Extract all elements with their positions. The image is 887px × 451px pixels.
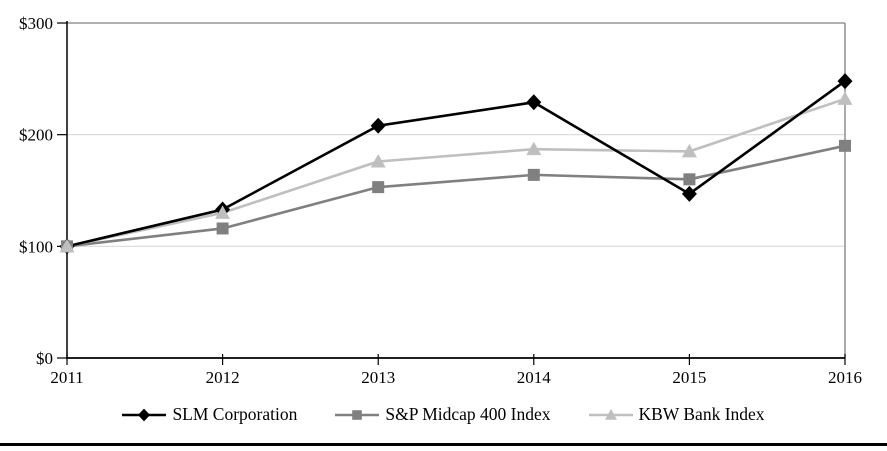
y-tick-label: $0 [36,349,53,368]
series-2-marker [604,408,617,420]
series-1-marker [683,173,696,186]
series-line-2 [66,97,846,248]
total-return-line-chart: $0 $100 $200 $300 2011 2012 2013 2014 2015 2016 [19,14,862,387]
series-0-marker [370,117,386,134]
y-tick-label: $100 [19,237,53,256]
x-tick-label: 2013 [361,368,395,387]
series-1-marker [527,168,540,181]
y-tick-label: $200 [19,126,53,145]
series-1-marker [352,409,363,420]
x-tick-label: 2011 [50,368,83,387]
series-2-marker [215,205,231,219]
x-tick-label: 2012 [206,368,240,387]
series-line-0 [66,80,846,248]
legend-label-slm-corporation: SLM Corporation [172,404,298,424]
legend-label-sp-midcap-400: S&P Midcap 400 Index [385,404,551,424]
series-0-marker [681,185,697,202]
chart-legend: SLM Corporation S&P Midcap 400 Index KBW… [0,404,887,425]
series-1-marker [216,222,229,235]
x-tick-label: 2014 [517,368,552,387]
series-0-marker [837,73,853,90]
series-0-marker [526,94,542,111]
legend-marker-triangle-icon [588,408,633,420]
legend-item-kbw-bank-index: KBW Bank Index [588,404,765,425]
legend-item-slm-corporation: SLM Corporation [122,404,297,425]
x-tick-label: 2015 [672,368,706,387]
series-0-marker [138,408,151,421]
x-tick-label: 2016 [828,368,862,387]
bottom-divider-rule [0,443,887,446]
series-2-marker [370,153,386,168]
legend-label-kbw-bank-index: KBW Bank Index [638,404,765,424]
legend-marker-square-icon [335,409,380,420]
series-2-marker [526,141,542,156]
series-2-marker [837,91,853,105]
legend-marker-diamond-icon [122,408,167,421]
series-2-marker [59,238,75,253]
series-2-marker [681,143,697,158]
series-line-1 [66,144,846,248]
legend-item-sp-midcap-400: S&P Midcap 400 Index [335,404,551,425]
series-1-marker [372,181,385,194]
y-tick-label: $300 [19,14,53,33]
series-1-marker [839,139,851,152]
